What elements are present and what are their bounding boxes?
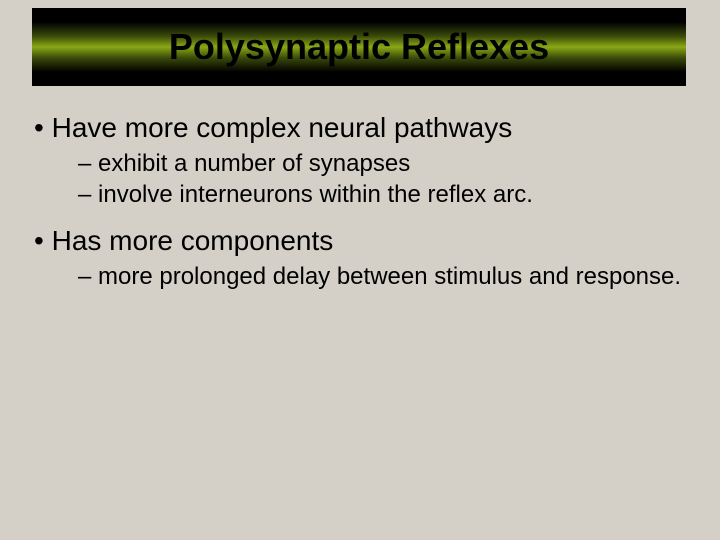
spacer [34,211,694,225]
bullet-level2: involve interneurons within the reflex a… [78,181,694,209]
bullet-level1: Have more complex neural pathways [34,112,694,144]
slide-title: Polysynaptic Reflexes [169,26,549,68]
slide: Polysynaptic Reflexes Have more complex … [0,0,720,540]
slide-content: Have more complex neural pathways exhibi… [34,112,694,293]
bullet-level1: Has more components [34,225,694,257]
bullet-level2: more prolonged delay between stimulus an… [78,263,694,291]
bullet-level2: exhibit a number of synapses [78,150,694,178]
title-banner: Polysynaptic Reflexes [32,8,686,86]
